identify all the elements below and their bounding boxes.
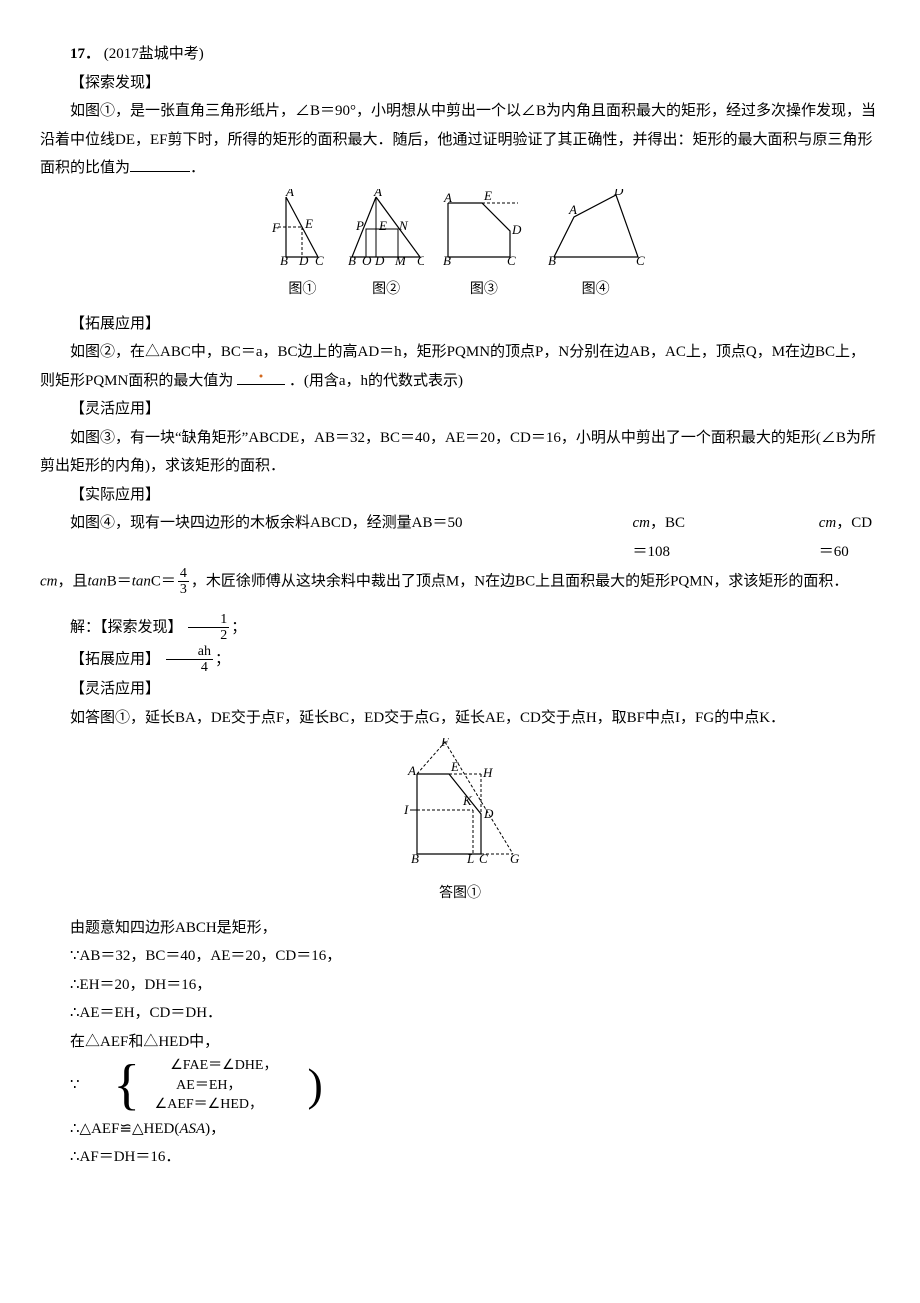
answer-line: ∴△AEF≌△HED(ASA)， [40, 1115, 880, 1144]
left-brace: { [83, 1057, 140, 1113]
svg-text:D: D [298, 253, 309, 265]
paragraph: 如图①，是一张直角三角形纸片，∠B＝90°，小明想从中剪出一个以∠B为内角且面积… [40, 97, 880, 183]
svg-text:B: B [280, 253, 288, 265]
because-symbol: ∵ [70, 1077, 80, 1093]
problem-header: 17． (2017盐城中考) [40, 40, 880, 69]
figure-1: A E F B D C 图① [272, 189, 332, 304]
fig-label: 图① [272, 277, 332, 304]
answer-line: 【灵活应用】 [40, 675, 880, 704]
fig4-svg: A D B C [544, 189, 648, 265]
paragraph: 如图②，在△ABC中，BC＝a，BC边上的高AD＝h，矩形PQMN的顶点P，N分… [40, 338, 880, 395]
unit: cm [40, 573, 58, 589]
fig-label: 答图① [395, 881, 525, 908]
svg-text:A: A [373, 189, 382, 199]
svg-text:I: I [403, 802, 409, 817]
svg-text:H: H [482, 765, 493, 780]
spaced-line: 如图④，现有一块四边形的木板余料ABCD，经测量AB＝50 cm，BC＝108 … [40, 509, 880, 566]
answer-line: ∴AF＝DH＝16． [40, 1143, 880, 1172]
answer-prefix: 解： [70, 619, 100, 635]
svg-text:B: B [443, 253, 451, 265]
problem-source: (2017盐城中考) [104, 46, 204, 62]
svg-text:A: A [285, 189, 294, 199]
svg-text:C: C [479, 851, 488, 866]
body-text: 如图④，现有一块四边形的木板余料ABCD，经测量AB＝50 [70, 515, 463, 531]
svg-text:C: C [507, 253, 516, 265]
answer-line: ∵AB＝32，BC＝40，AE＝20，CD＝16， [40, 942, 880, 971]
brace-row: ∠FAE＝∠DHE， [170, 1058, 277, 1073]
brace-row: ∠AEF＝∠HED， [155, 1097, 263, 1112]
fraction: ah4 [166, 644, 213, 676]
svg-text:B: B [411, 851, 419, 866]
svg-text:L: L [466, 851, 474, 866]
answer-line: ∴AE＝EH，CD＝DH． [40, 999, 880, 1028]
svg-text:B: B [348, 253, 356, 265]
svg-text:E: E [304, 216, 313, 231]
fig-label: 图④ [544, 277, 648, 304]
unit: cm [819, 515, 837, 531]
svg-text:G: G [510, 851, 520, 866]
fig-label: 图③ [440, 277, 528, 304]
body-text: ．(用含a，h的代数式表示) [289, 373, 463, 389]
svg-text:A: A [568, 202, 577, 217]
blank-underline [237, 369, 285, 385]
dot-orange [260, 375, 263, 378]
section-title: 【实际应用】 [40, 481, 880, 510]
paragraph: 如图③，有一块“缺角矩形”ABCDE，AB＝32，BC＝40，AE＝20，CD＝… [40, 424, 880, 481]
answer-figure: F A E H I K D B L C G 答图① [40, 738, 880, 907]
svg-text:E: E [483, 189, 492, 203]
fig-label: 图② [348, 277, 424, 304]
svg-text:Q: Q [362, 253, 372, 265]
answer-line: 在△AEF和△HED中， [40, 1028, 880, 1057]
section-title: 【灵活应用】 [40, 395, 880, 424]
section-title: 【探索发现】 [40, 69, 880, 98]
svg-text:C: C [636, 253, 645, 265]
spacer [40, 598, 880, 612]
svg-text:C: C [315, 253, 324, 265]
brace-system: { ∠FAE＝∠DHE， AE＝EH， ∠AEF＝∠HED， ) [83, 1056, 323, 1115]
svg-text:N: N [398, 218, 409, 233]
svg-text:E: E [450, 759, 459, 774]
svg-text:E: E [378, 218, 387, 233]
answer-fig-svg: F A E H I K D B L C G [395, 738, 525, 868]
figures-row: A E F B D C 图① A P E N B Q D M C 图② [40, 189, 880, 304]
answer-line: 如答图①，延长BA，DE交于点F，延长BC，ED交于点G，延长AE，CD交于点H… [40, 704, 880, 733]
paragraph: cm，且tanB＝tanC＝43，木匠徐师傅从这块余料中裁出了顶点M，N在边BC… [40, 566, 880, 598]
svg-text:K: K [462, 793, 473, 808]
svg-text:D: D [511, 222, 522, 237]
problem-number: 17． [70, 46, 100, 62]
answer-line: 【拓展应用】 ah4； [40, 644, 880, 676]
figure-4: A D B C 图④ [544, 189, 648, 304]
figure-2: A P E N B Q D M C 图② [348, 189, 424, 304]
answer-line: 解：【探索发现】 12； [40, 612, 880, 644]
answer-line: 由题意知四边形ABCH是矩形， [40, 914, 880, 943]
svg-text:D: D [374, 253, 385, 265]
svg-text:D: D [483, 806, 494, 821]
fig3-svg: A E D B C [440, 189, 528, 265]
figure-3: A E D B C 图③ [440, 189, 528, 304]
body-text: 如图③，有一块“缺角矩形”ABCDE，AB＝32，BC＝40，AE＝20，CD＝… [40, 430, 876, 475]
svg-text:P: P [355, 218, 364, 233]
section-title: 【拓展应用】 [40, 310, 880, 339]
fraction: 12 [188, 612, 229, 644]
answer-line: ∴EH＝20，DH＝16， [40, 971, 880, 1000]
svg-text:M: M [394, 253, 407, 265]
svg-text:B: B [548, 253, 556, 265]
answer-fig-block: F A E H I K D B L C G 答图① [395, 738, 525, 907]
svg-text:C: C [417, 253, 424, 265]
svg-text:A: A [443, 190, 452, 205]
svg-text:F: F [440, 738, 450, 749]
right-paren: ) [277, 1062, 322, 1108]
fig1-svg: A E F B D C [272, 189, 332, 265]
svg-text:A: A [407, 763, 416, 778]
fraction: 43 [178, 566, 189, 598]
blank-underline [130, 156, 190, 172]
svg-text:F: F [272, 220, 281, 235]
brace-row: AE＝EH， [176, 1078, 241, 1093]
answer-brace-line: ∵ { ∠FAE＝∠DHE， AE＝EH， ∠AEF＝∠HED， ) [40, 1056, 880, 1115]
unit: cm [633, 515, 651, 531]
svg-text:D: D [613, 189, 624, 198]
fig2-svg: A P E N B Q D M C [348, 189, 424, 265]
